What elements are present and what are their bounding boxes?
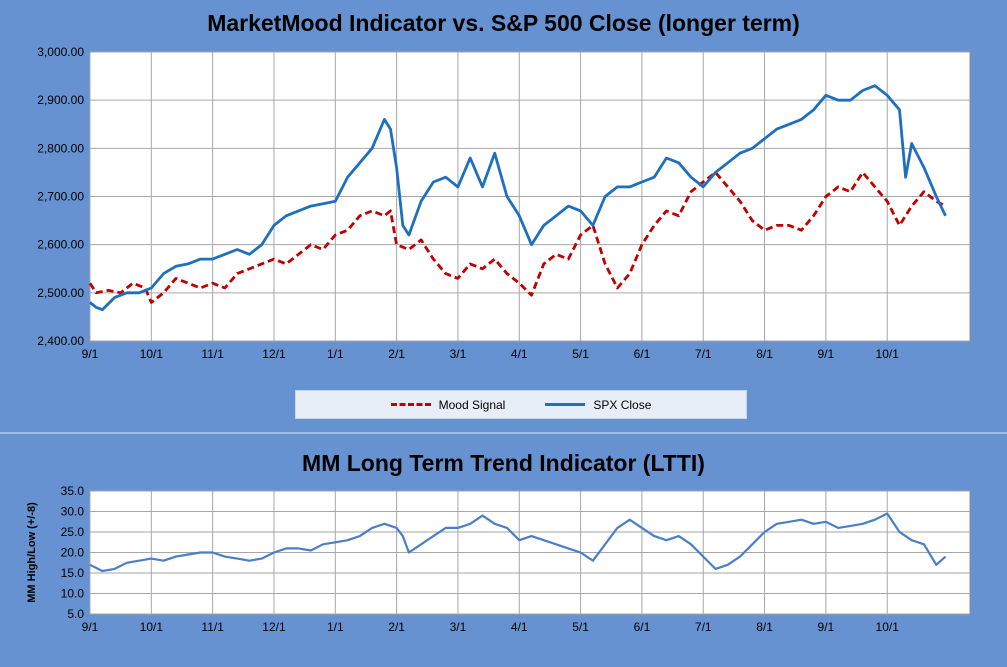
legend-label-mood: Mood Signal [438,397,506,412]
y-tick-label: 2,400.00 [37,334,84,348]
chart-legend: Mood Signal SPX Close [295,390,747,419]
plot-area [89,490,971,615]
x-tick-label: 3/1 [450,620,467,634]
x-tick-label: 1/1 [327,620,344,634]
x-tick-label: 10/1 [876,620,900,634]
legend-item-spx: SPX Close [545,398,651,412]
x-tick-label: 6/1 [634,347,651,361]
x-tick-label: 4/1 [511,620,528,634]
x-tick-label: 10/1 [140,620,164,634]
y-axis-label: MM High/Low (+/-8) [26,502,38,603]
x-tick-label: 5/1 [572,620,589,634]
x-tick-label: 12/1 [262,620,286,634]
y-tick-label: 15.0 [61,566,85,580]
y-tick-label: 2,700.00 [37,190,84,204]
y-tick-label: 2,500.00 [37,286,84,300]
panel-divider [0,432,1007,434]
mood-vs-spx-chart: 2,400.00 2,500.00 2,600.00 2,700.00 2,800.00… [37,45,971,361]
x-tick-label: 12/1 [262,347,286,361]
x-tick-label: 9/1 [82,620,99,634]
x-tick-label: 9/1 [818,347,835,361]
x-tick-label: 2/1 [388,347,405,361]
y-tick-label: 3,000.00 [37,45,84,59]
x-tick-label: 10/1 [140,347,164,361]
x-tick-label: 7/1 [695,347,712,361]
legend-swatch-mood [390,403,431,406]
x-tick-label: 5/1 [572,347,589,361]
x-tick-label: 6/1 [634,620,651,634]
x-tick-label: 11/1 [201,620,224,634]
x-tick-label: 9/1 [82,347,99,361]
legend-item-mood: Mood Signal [390,397,506,412]
y-tick-label: 30.0 [61,505,85,519]
x-tick-label: 10/1 [876,347,900,361]
y-tick-label: 2,900.00 [37,93,84,107]
series-line-0 [89,512,947,573]
y-tick-label: 2,800.00 [37,141,84,155]
x-tick-label: 9/1 [818,620,835,634]
x-tick-label: 2/1 [388,620,405,634]
x-tick-label: 1/1 [327,347,344,361]
legend-label-spx: SPX Close [593,397,652,412]
x-tick-label: 11/1 [201,347,224,361]
legend-swatch-spx [545,403,586,406]
y-tick-label: 35.0 [61,484,85,498]
y-tick-label: 25.0 [61,525,85,539]
x-tick-label: 3/1 [450,347,467,361]
series-line-mood-signal [88,171,947,304]
chart-title-ltti: MM Long Term Trend Indicator (LTTI) [302,450,705,476]
series-line-spx-close [89,84,947,312]
y-tick-label: 5.0 [67,607,84,621]
x-tick-label: 4/1 [511,347,528,361]
x-tick-label: 8/1 [756,347,773,361]
y-tick-label: 2,600.00 [37,238,84,252]
y-tick-label: 10.0 [61,587,85,601]
y-tick-label: 20.0 [61,546,85,560]
x-tick-label: 8/1 [756,620,773,634]
chart-title-mood-vs-spx: MarketMood Indicator vs. S&P 500 Close (… [207,10,800,36]
x-tick-label: 7/1 [695,620,712,634]
